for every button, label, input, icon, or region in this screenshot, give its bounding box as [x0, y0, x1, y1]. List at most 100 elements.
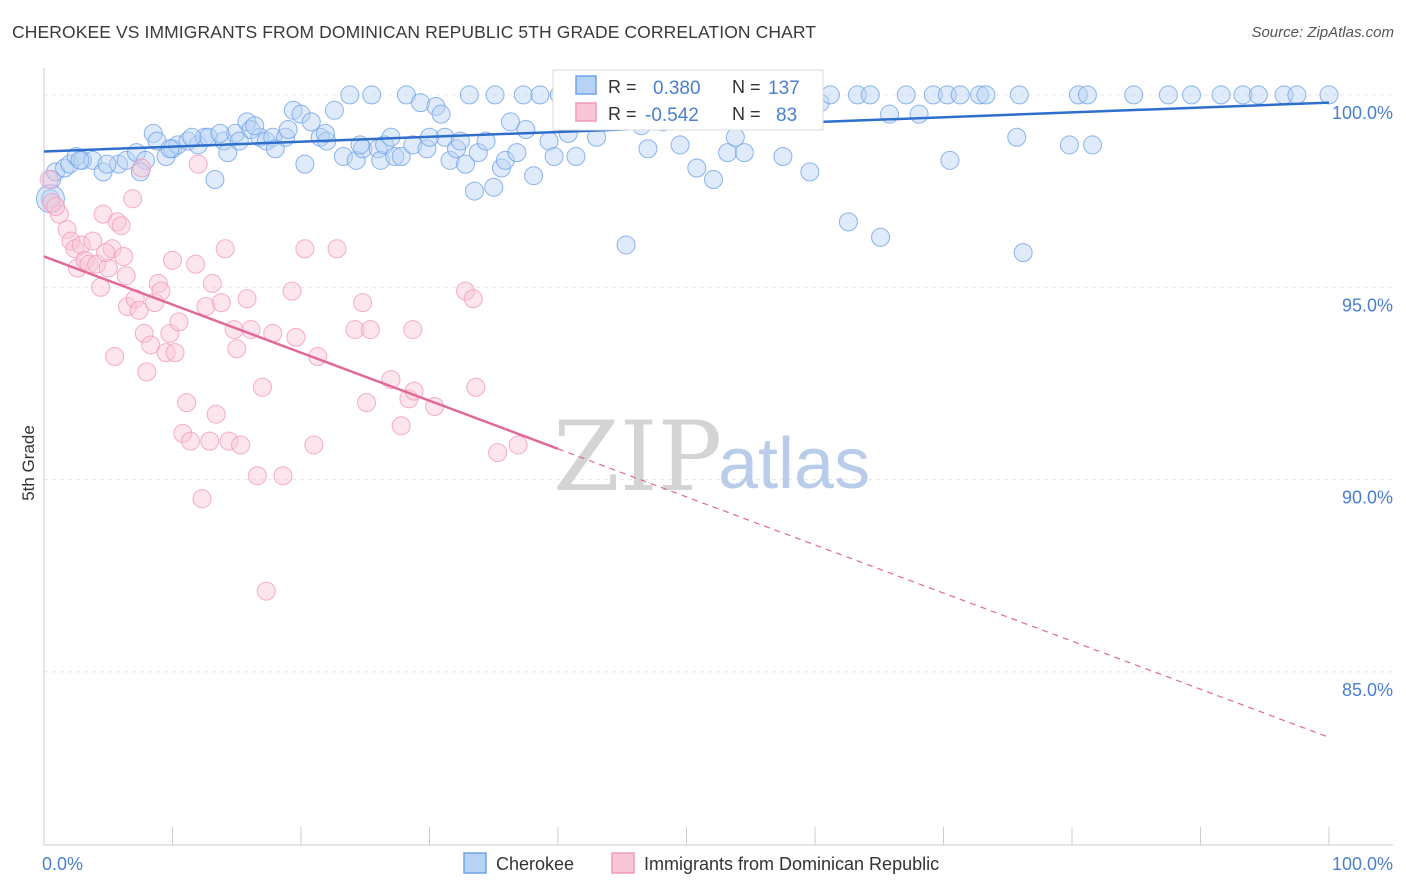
cherokee-point: [97, 154, 117, 174]
stats-n-value-pink: 83: [776, 105, 797, 126]
dominican-point: [219, 431, 239, 451]
cherokee-point: [464, 181, 484, 201]
cherokee-point: [969, 85, 989, 105]
dominican-point: [252, 377, 272, 397]
cherokee-point: [1182, 85, 1202, 105]
dominican-point: [105, 346, 125, 366]
dominican-point: [165, 343, 185, 363]
cherokee-point: [371, 150, 391, 170]
cherokee-point: [295, 154, 315, 174]
cherokee-point: [566, 146, 586, 166]
cherokee-point: [116, 150, 136, 170]
dominican-point: [118, 296, 138, 316]
cherokee-point: [718, 143, 738, 163]
watermark-atlas: atlas: [718, 424, 870, 504]
dominican-point: [111, 216, 131, 236]
dominican-point: [455, 281, 475, 301]
dominican-point: [134, 323, 154, 343]
dominican-point: [273, 466, 293, 486]
dominican-point: [345, 320, 365, 340]
cherokee-point: [291, 104, 311, 124]
cherokee-point: [160, 139, 180, 159]
dominican-point: [353, 293, 373, 313]
dominican-point: [282, 281, 302, 301]
dominican-point: [132, 158, 152, 178]
dominican-point: [256, 581, 276, 601]
dominican-point: [148, 273, 168, 293]
cherokee-point: [1007, 127, 1027, 147]
dominican-point: [192, 489, 212, 509]
y-tick-label: 95.0%: [1342, 295, 1393, 315]
stats-n-label-blue: N =: [732, 77, 761, 97]
cherokee-point: [616, 235, 636, 255]
dominican-point: [231, 435, 251, 455]
cherokee-point: [909, 104, 929, 124]
dominican-point: [137, 362, 157, 382]
cherokee-point: [484, 177, 504, 197]
stats-r-value-blue: 0.380: [653, 78, 701, 99]
cherokee-point: [703, 170, 723, 190]
cherokee-point: [55, 158, 75, 178]
cherokee-point: [362, 85, 382, 105]
dominican-point: [360, 320, 380, 340]
cherokee-point: [440, 150, 460, 170]
x-tick-label-min: 0.0%: [42, 854, 83, 874]
dominican-point: [186, 254, 206, 274]
dominican-point: [129, 300, 149, 320]
cherokee-point: [391, 146, 411, 166]
cherokee-point: [1211, 85, 1231, 105]
cherokee-point: [459, 85, 479, 105]
cherokee-point: [60, 154, 80, 174]
source-credit: Source: ZipAtlas.com: [1251, 24, 1394, 41]
cherokee-point: [687, 158, 707, 178]
dominican-point: [114, 246, 134, 266]
dominican-point: [71, 235, 91, 255]
cherokee-point: [333, 146, 353, 166]
dominican-point: [42, 193, 62, 213]
cherokee-point: [524, 166, 544, 186]
dominican-point: [488, 443, 508, 463]
dominican-point: [206, 404, 226, 424]
cherokee-point: [411, 93, 431, 113]
stats-n-value-blue: 137: [768, 78, 800, 99]
cherokee-point: [182, 127, 202, 147]
cherokee-point: [500, 112, 520, 132]
cherokee-point: [820, 85, 840, 105]
cherokee-point: [896, 85, 916, 105]
dominican-point: [357, 393, 377, 413]
cherokee-point: [324, 100, 344, 120]
cherokee-point: [1319, 85, 1339, 105]
cherokee-point: [403, 135, 423, 155]
cherokee-point: [1158, 85, 1178, 105]
dominican-point: [96, 243, 116, 263]
dominican-trend-line: [43, 255, 559, 450]
cherokee-point: [301, 112, 321, 132]
dominican-point: [286, 327, 306, 347]
cherokee-point: [734, 143, 754, 163]
cherokee-point: [871, 227, 891, 247]
cherokee-point: [455, 154, 475, 174]
cherokee-point: [468, 143, 488, 163]
cherokee-point: [507, 143, 527, 163]
legend-label-dominican: Immigrants from Dominican Republic: [644, 854, 939, 874]
cherokee-point: [278, 120, 298, 140]
dominican-point: [200, 431, 220, 451]
stats-n-label-pink: N =: [732, 104, 761, 124]
dominican-point: [116, 266, 136, 286]
cherokee-point: [530, 85, 550, 105]
dominican-point: [196, 296, 216, 316]
dominican-point: [141, 335, 161, 355]
cherokee-point: [346, 150, 366, 170]
cherokee-point: [513, 85, 533, 105]
cherokee-point: [1124, 85, 1144, 105]
x-tick-labels: 0.0% 100.0%: [42, 854, 1393, 874]
stats-box-frame: [552, 69, 824, 131]
cherokee-point: [800, 162, 820, 182]
cherokee-point: [417, 139, 437, 159]
dominican-point: [466, 377, 486, 397]
dominican-point: [107, 212, 127, 232]
legend: Cherokee Immigrants from Dominican Repub…: [463, 852, 939, 874]
dominican-point: [391, 416, 411, 436]
dominican-point: [227, 339, 247, 359]
cherokee-point: [210, 123, 230, 143]
